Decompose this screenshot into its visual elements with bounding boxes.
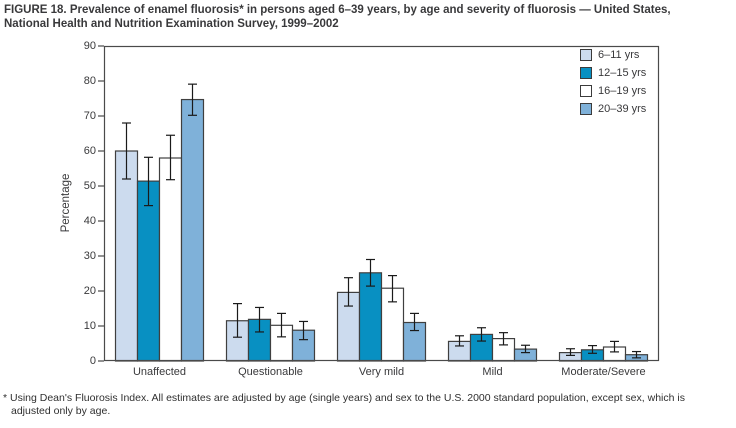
error-bar bbox=[344, 277, 353, 307]
error-bar bbox=[233, 303, 242, 338]
y-tick-label: 80 bbox=[83, 75, 96, 87]
error-bar bbox=[521, 344, 530, 354]
error-bar bbox=[410, 312, 419, 332]
error-bar bbox=[366, 258, 375, 287]
x-category-label: Questionable bbox=[238, 366, 303, 378]
footnote-line1: * Using Dean's Fluorosis Index. All esti… bbox=[3, 392, 733, 405]
error-bar bbox=[632, 350, 641, 359]
footnote-line2: adjusted only by age. bbox=[11, 405, 111, 417]
footnote-text: Using Dean's Fluorosis Index. All estima… bbox=[10, 392, 685, 404]
footnote-asterisk: * bbox=[3, 392, 8, 404]
error-bar bbox=[566, 348, 575, 356]
plot-svg bbox=[98, 45, 660, 362]
plot-area: 6–11 yrs 12–15 yrs 16–19 yrs 20–39 yrs bbox=[98, 45, 660, 362]
legend-item: 12–15 yrs bbox=[580, 67, 646, 79]
error-bar bbox=[610, 340, 619, 353]
bar bbox=[136, 180, 161, 362]
error-bar bbox=[277, 312, 286, 338]
legend-item: 6–11 yrs bbox=[580, 49, 646, 61]
y-tick-label: 20 bbox=[83, 285, 96, 297]
error-bar bbox=[122, 122, 131, 180]
legend-swatch bbox=[580, 67, 592, 79]
figure-title-line2: National Health and Nutrition Examinatio… bbox=[4, 17, 339, 30]
legend-label: 12–15 yrs bbox=[598, 67, 647, 79]
y-tick-label: 50 bbox=[83, 180, 96, 192]
legend-label: 6–11 yrs bbox=[598, 49, 640, 61]
legend-item: 16–19 yrs bbox=[580, 85, 646, 97]
error-bar bbox=[455, 335, 464, 347]
error-bar bbox=[188, 83, 197, 116]
x-category-label: Very mild bbox=[358, 366, 405, 378]
plot-frame bbox=[103, 45, 660, 362]
legend-label: 16–19 yrs bbox=[598, 85, 647, 97]
y-tick-label: 90 bbox=[83, 40, 96, 52]
y-tick-label: 0 bbox=[89, 355, 96, 367]
error-bar bbox=[588, 345, 597, 354]
legend-item: 20–39 yrs bbox=[580, 103, 646, 115]
x-category-label: Moderate/Severe bbox=[561, 366, 646, 378]
figure-title: FIGURE 18. Prevalence of enamel fluorosi… bbox=[4, 4, 734, 31]
y-tick-label: 60 bbox=[83, 145, 96, 157]
error-bar bbox=[477, 327, 486, 342]
figure-title-line1: FIGURE 18. Prevalence of enamel fluorosi… bbox=[4, 4, 671, 16]
bar bbox=[114, 150, 139, 362]
x-category-label: Mild bbox=[482, 366, 503, 378]
error-bar bbox=[388, 275, 397, 303]
y-tick-label: 40 bbox=[83, 215, 96, 227]
legend-label: 20–39 yrs bbox=[598, 103, 647, 115]
error-bar bbox=[144, 156, 153, 207]
error-bar bbox=[299, 320, 308, 341]
footnote: * Using Dean's Fluorosis Index. All esti… bbox=[3, 392, 733, 418]
bar bbox=[158, 157, 183, 362]
y-tick-label: 70 bbox=[83, 110, 96, 122]
y-tick-label: 30 bbox=[83, 250, 96, 262]
error-bar bbox=[166, 134, 175, 181]
error-bar bbox=[499, 332, 508, 346]
error-bar bbox=[255, 306, 264, 333]
x-category-label: Unaffected bbox=[132, 366, 186, 378]
bar bbox=[180, 98, 205, 362]
legend-swatch bbox=[580, 85, 592, 97]
legend-swatch bbox=[580, 49, 592, 61]
y-tick-label: 10 bbox=[83, 320, 96, 332]
legend-swatch bbox=[580, 103, 592, 115]
legend: 6–11 yrs 12–15 yrs 16–19 yrs 20–39 yrs bbox=[580, 49, 646, 121]
